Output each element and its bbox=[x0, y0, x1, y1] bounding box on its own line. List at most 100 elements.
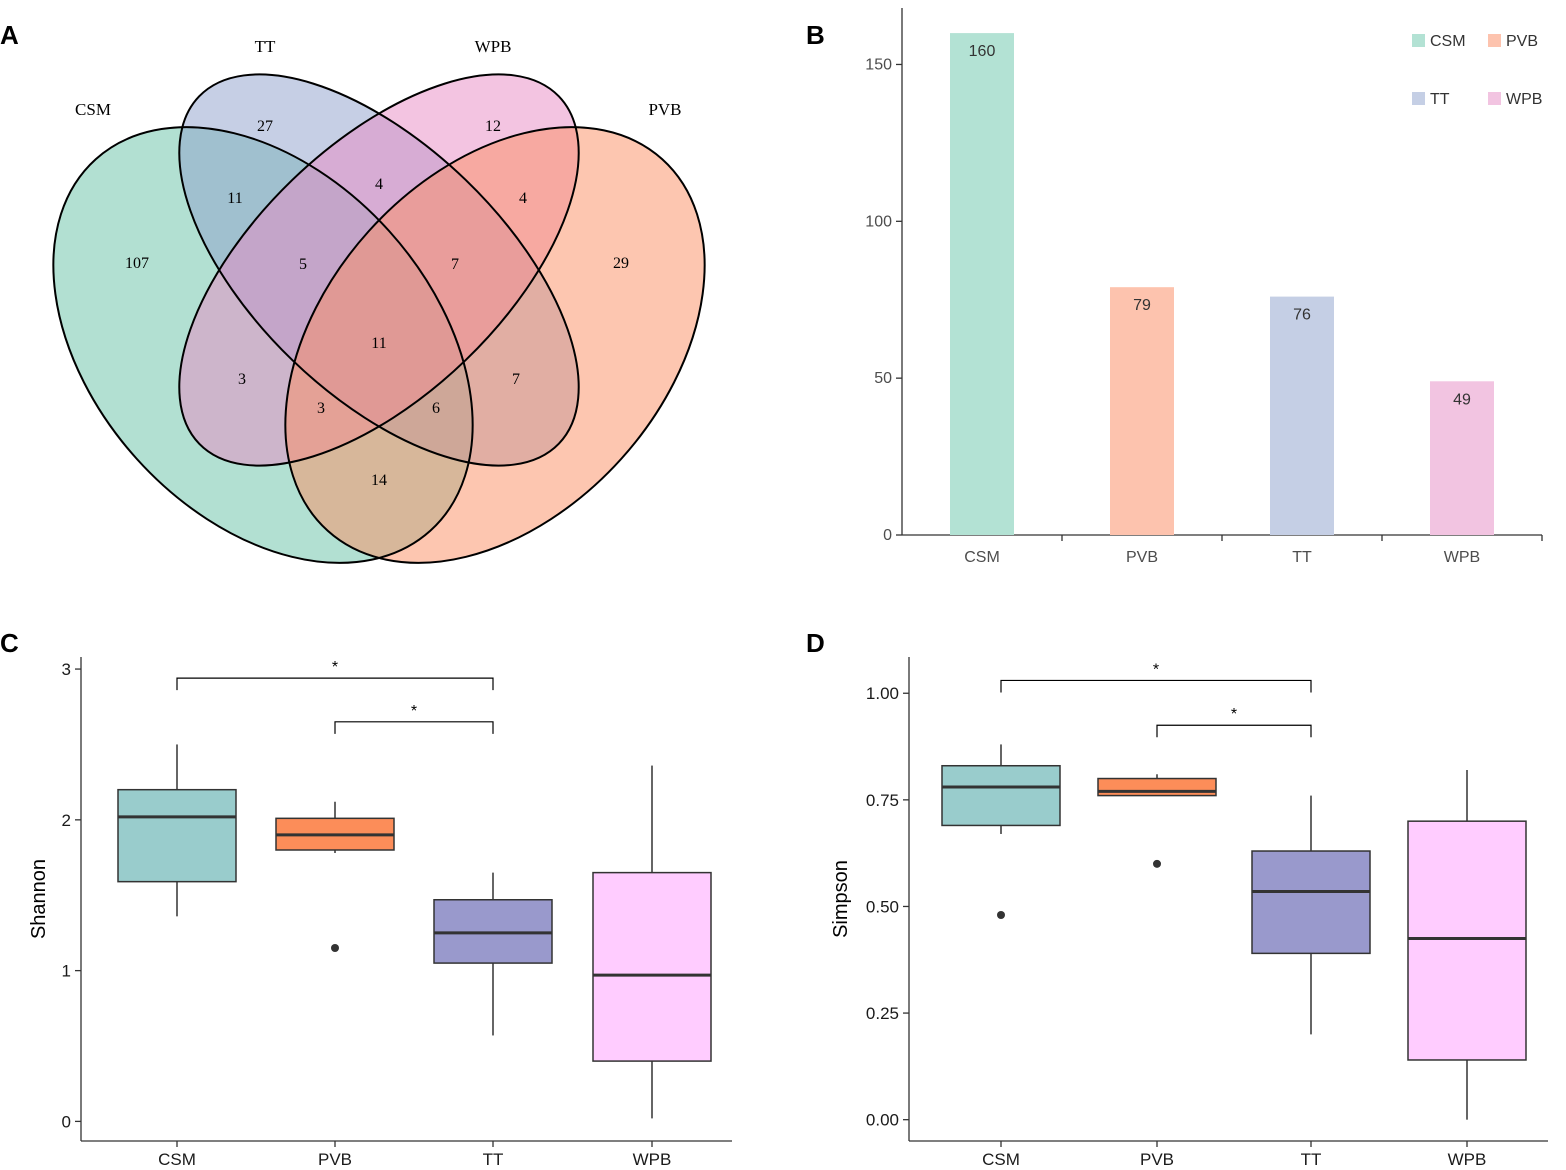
venn-region-csm-wpb: 3 bbox=[238, 371, 246, 388]
venn-fills bbox=[53, 74, 705, 563]
venn-outline-pvb bbox=[284, 126, 706, 564]
significance-bracket bbox=[1156, 724, 1312, 738]
venn-region-labels: 107 27 12 29 11 4 4 5 7 11 3 7 3 6 14 bbox=[125, 118, 629, 489]
legend-label-tt: TT bbox=[1430, 91, 1450, 108]
venn-region-csm-tt-pvb: 6 bbox=[432, 400, 440, 417]
y-tick-label: 2 bbox=[62, 811, 71, 830]
venn-region-tt-wpb-pvb: 7 bbox=[451, 256, 459, 273]
legend-swatch-csm bbox=[1412, 34, 1425, 47]
venn-region-tt-wpb: 4 bbox=[375, 176, 383, 193]
box-wpb bbox=[592, 871, 712, 1062]
x-tick-label: WPB bbox=[1448, 1150, 1487, 1169]
shannon-boxplot: 0 1 2 3 Shannon CSM PVB TT WPB * * bbox=[28, 657, 732, 1169]
venn-region-csm-pvb: 14 bbox=[371, 472, 387, 489]
bar-y-tick-label: 50 bbox=[874, 370, 892, 387]
venn-region-csm: 107 bbox=[125, 255, 149, 272]
venn-region-csm-tt-wpb-pvb: 11 bbox=[371, 335, 386, 352]
venn-outlines bbox=[52, 73, 706, 564]
venn-label-tt: TT bbox=[255, 37, 276, 56]
venn-region-tt: 27 bbox=[257, 118, 273, 135]
bar-x-tick-label: PVB bbox=[1126, 549, 1158, 566]
bar-value-label: 160 bbox=[969, 43, 996, 60]
legend-swatch-pvb bbox=[1488, 34, 1501, 47]
y-axis-title: Shannon bbox=[28, 859, 50, 939]
venn-region-wpb: 12 bbox=[485, 118, 501, 135]
x-tick-label: CSM bbox=[158, 1150, 196, 1169]
significance-label: * bbox=[411, 703, 417, 720]
bar-tt bbox=[1270, 296, 1334, 535]
significance-label: * bbox=[1231, 706, 1237, 723]
bar-chart: 0 50 100 150 CSM PVB TT WPB 160 79 76 49 CSM PVB TT W… bbox=[865, 8, 1543, 566]
box-tt bbox=[1251, 850, 1371, 955]
outlier-csm bbox=[997, 910, 1005, 919]
x-tick-label: PVB bbox=[1140, 1150, 1174, 1169]
x-tick-label: CSM bbox=[982, 1150, 1020, 1169]
box-pvb bbox=[1097, 777, 1217, 797]
box-tt bbox=[433, 899, 553, 964]
bar-csm bbox=[950, 33, 1014, 535]
venn-outline-wpb bbox=[178, 73, 580, 467]
box-csm bbox=[117, 788, 237, 883]
y-tick-label: 1 bbox=[62, 962, 71, 981]
box-wpb bbox=[1407, 820, 1527, 1061]
bar-x-tick-label: WPB bbox=[1444, 549, 1480, 566]
venn-region-csm-wpb-pvb: 3 bbox=[317, 400, 325, 417]
significance-label: * bbox=[332, 659, 338, 676]
legend-swatch-wpb bbox=[1488, 92, 1501, 105]
bar-y-tick-label: 100 bbox=[865, 213, 892, 230]
x-tick-label: WPB bbox=[633, 1150, 672, 1169]
venn-region-csm-tt: 11 bbox=[227, 190, 242, 207]
legend-label-csm: CSM bbox=[1430, 33, 1466, 50]
venn-set-pvb bbox=[285, 127, 705, 563]
venn-label-pvb: PVB bbox=[648, 100, 681, 119]
bar-wpb bbox=[1430, 381, 1494, 535]
x-tick-label: TT bbox=[1301, 1150, 1322, 1169]
bar-x-tick-label: CSM bbox=[964, 549, 1000, 566]
venn-region-csm-tt-wpb: 5 bbox=[299, 256, 307, 273]
y-tick-label: 0 bbox=[62, 1112, 71, 1131]
x-tick-label: PVB bbox=[318, 1150, 352, 1169]
simpson-boxplot: 0.00 0.25 0.50 0.75 1.00 Simpson CSM PVB TT WPB * * bbox=[830, 657, 1548, 1169]
venn-label-wpb: WPB bbox=[475, 37, 512, 56]
venn-diagram: CSM TT WPB PVB 107 27 12 29 11 4 4 5 7 11 3 7 3 6 14 bbox=[52, 37, 706, 564]
y-tick-label: 3 bbox=[62, 660, 71, 679]
legend-swatch-tt bbox=[1412, 92, 1425, 105]
bar-legend: CSM PVB TT WPB bbox=[1412, 33, 1542, 108]
bar-value-label: 76 bbox=[1293, 307, 1311, 324]
panel-letter-a: A bbox=[0, 20, 19, 50]
panel-letter-c: C bbox=[0, 628, 19, 658]
legend-label-wpb: WPB bbox=[1506, 91, 1542, 108]
venn-region-wpb-pvb: 4 bbox=[519, 190, 527, 207]
venn-label-csm: CSM bbox=[75, 100, 111, 119]
venn-set-labels: CSM TT WPB PVB bbox=[75, 37, 682, 119]
significance-label: * bbox=[1153, 661, 1159, 678]
outlier-pvb bbox=[331, 944, 339, 953]
y-tick-label: 0.75 bbox=[866, 791, 899, 810]
venn-outline-csm bbox=[52, 126, 474, 564]
bar-bars: 160 79 76 49 bbox=[950, 33, 1494, 535]
bar-y-tick-label: 150 bbox=[865, 56, 892, 73]
box-csm bbox=[941, 764, 1061, 827]
y-tick-label: 0.50 bbox=[866, 897, 899, 916]
bar-x-tick-label: TT bbox=[1292, 549, 1312, 566]
outlier-pvb bbox=[1153, 859, 1161, 868]
panel-letter-b: B bbox=[806, 20, 825, 50]
bar-pvb bbox=[1110, 287, 1174, 535]
significance-bracket bbox=[334, 721, 494, 734]
venn-region-pvb: 29 bbox=[613, 255, 629, 272]
significance-bracket bbox=[176, 677, 494, 691]
bar-value-label: 79 bbox=[1133, 297, 1151, 314]
y-tick-label: 0.25 bbox=[866, 1004, 899, 1023]
bar-value-label: 49 bbox=[1453, 391, 1471, 408]
venn-region-tt-pvb: 7 bbox=[512, 371, 520, 388]
y-tick-label: 0.00 bbox=[866, 1111, 899, 1130]
panel-letter-d: D bbox=[806, 628, 825, 658]
bar-y-tick-label: 0 bbox=[883, 527, 892, 544]
y-tick-label: 1.00 bbox=[866, 684, 899, 703]
venn-outline-tt bbox=[178, 73, 580, 467]
y-axis-title: Simpson bbox=[830, 860, 852, 938]
legend-label-pvb: PVB bbox=[1506, 33, 1538, 50]
significance-bracket bbox=[1000, 679, 1312, 693]
x-tick-label: TT bbox=[483, 1150, 504, 1169]
